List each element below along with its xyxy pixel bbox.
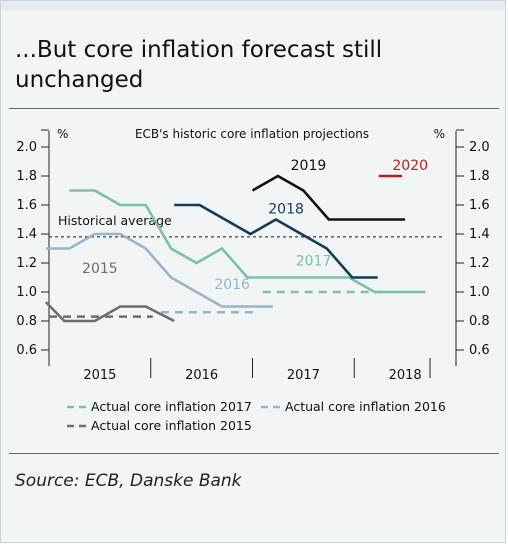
y-tick-label-right: 0.8 — [469, 314, 490, 329]
y-tick-label-right: 1.4 — [469, 227, 490, 242]
y-tick-label-right: 2.0 — [469, 140, 490, 155]
x-tick-label: 2015 — [83, 368, 116, 383]
y-tick-label-left: 0.8 — [16, 314, 37, 329]
series-label: 2020 — [392, 158, 428, 174]
series-label: 2015 — [82, 261, 118, 277]
series-label: 2017 — [296, 254, 332, 270]
chart-title: ECB's historic core inflation projection… — [135, 127, 369, 141]
panel-top-bar — [1, 1, 505, 10]
series-label: 2019 — [291, 158, 327, 174]
y-tick-label-right: 1.8 — [469, 169, 490, 184]
historical-average-label: Historical average — [58, 213, 172, 228]
source-note: Source: ECB, Danske Bank — [15, 471, 242, 491]
y-tick-label-right: 1.6 — [469, 198, 490, 213]
x-tick-label: 2017 — [287, 368, 320, 383]
y-tick-label-left: 1.8 — [16, 169, 37, 184]
title-divider — [9, 108, 499, 109]
y-tick-label-right: 0.6 — [469, 343, 490, 358]
y-tick-label-left: 1.2 — [16, 256, 37, 271]
legend-label: Actual core inflation 2015 — [91, 418, 252, 433]
series-label: 2018 — [268, 201, 304, 217]
x-tick-label: 2018 — [389, 368, 422, 383]
y-tick-label-left: 0.6 — [16, 343, 37, 358]
y-tick-label-left: 1.4 — [16, 227, 37, 242]
legend-label: Actual core inflation 2017 — [91, 399, 252, 414]
y-tick-label-right: 1.0 — [469, 285, 490, 300]
projection-series-line — [45, 232, 273, 308]
projection-series-line — [251, 174, 406, 221]
y-tick-label-left: 2.0 — [16, 140, 37, 155]
x-tick-label: 2016 — [185, 368, 218, 383]
y-tick-label-left: 1.6 — [16, 198, 37, 213]
y-tick-label-right: 1.2 — [469, 256, 490, 271]
y-axis-unit-right: % — [434, 127, 445, 141]
projection-series-line — [69, 189, 426, 294]
source-divider — [9, 453, 499, 454]
projection-series-line — [44, 301, 175, 323]
y-tick-label-left: 1.0 — [16, 285, 37, 300]
legend-label: Actual core inflation 2016 — [285, 399, 446, 414]
series-label: 2016 — [214, 277, 250, 293]
y-axis-unit-left: % — [57, 127, 68, 141]
projection-series-line — [174, 203, 378, 279]
page-title: ...But core inflation forecast still unc… — [15, 37, 383, 93]
